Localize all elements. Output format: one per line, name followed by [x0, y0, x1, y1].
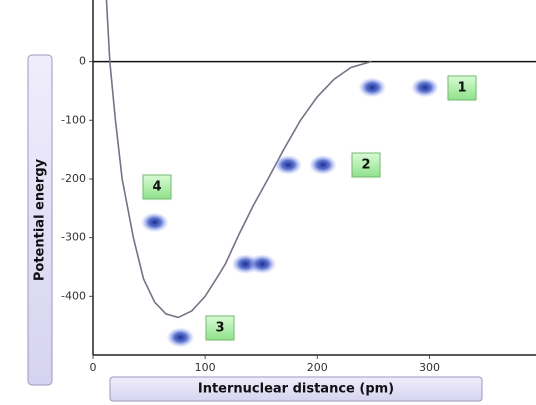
x-label-box: [109, 376, 483, 402]
y-tick-label: -400: [61, 289, 86, 302]
y-tick-label: 0: [79, 55, 86, 68]
label-box: [142, 174, 172, 200]
x-tick-label: 100: [195, 361, 216, 374]
label-number: 4: [152, 180, 161, 195]
label-box: [447, 75, 477, 101]
y-label-box: [27, 54, 53, 386]
label-number: 3: [215, 321, 224, 336]
x-tick-label: 200: [307, 361, 328, 374]
energy-curve: [105, 0, 372, 319]
atom: [140, 212, 169, 233]
x-axis-label: Internuclear distance (pm): [198, 382, 394, 397]
atom: [358, 77, 387, 98]
atom: [274, 154, 303, 175]
label-box: [205, 315, 235, 341]
atom: [308, 154, 337, 175]
label-box: [351, 152, 381, 178]
atom: [410, 77, 439, 98]
atom: [166, 327, 195, 348]
label-number: 1: [457, 81, 466, 96]
x-tick-label: 300: [419, 361, 440, 374]
y-tick-label: -200: [61, 172, 86, 185]
y-tick-label: -300: [61, 231, 86, 244]
label-number: 2: [361, 158, 370, 173]
atom: [248, 254, 277, 275]
y-axis-label: Potential energy: [33, 158, 48, 281]
y-tick-label: -100: [61, 113, 86, 126]
x-tick-label: 0: [90, 361, 97, 374]
